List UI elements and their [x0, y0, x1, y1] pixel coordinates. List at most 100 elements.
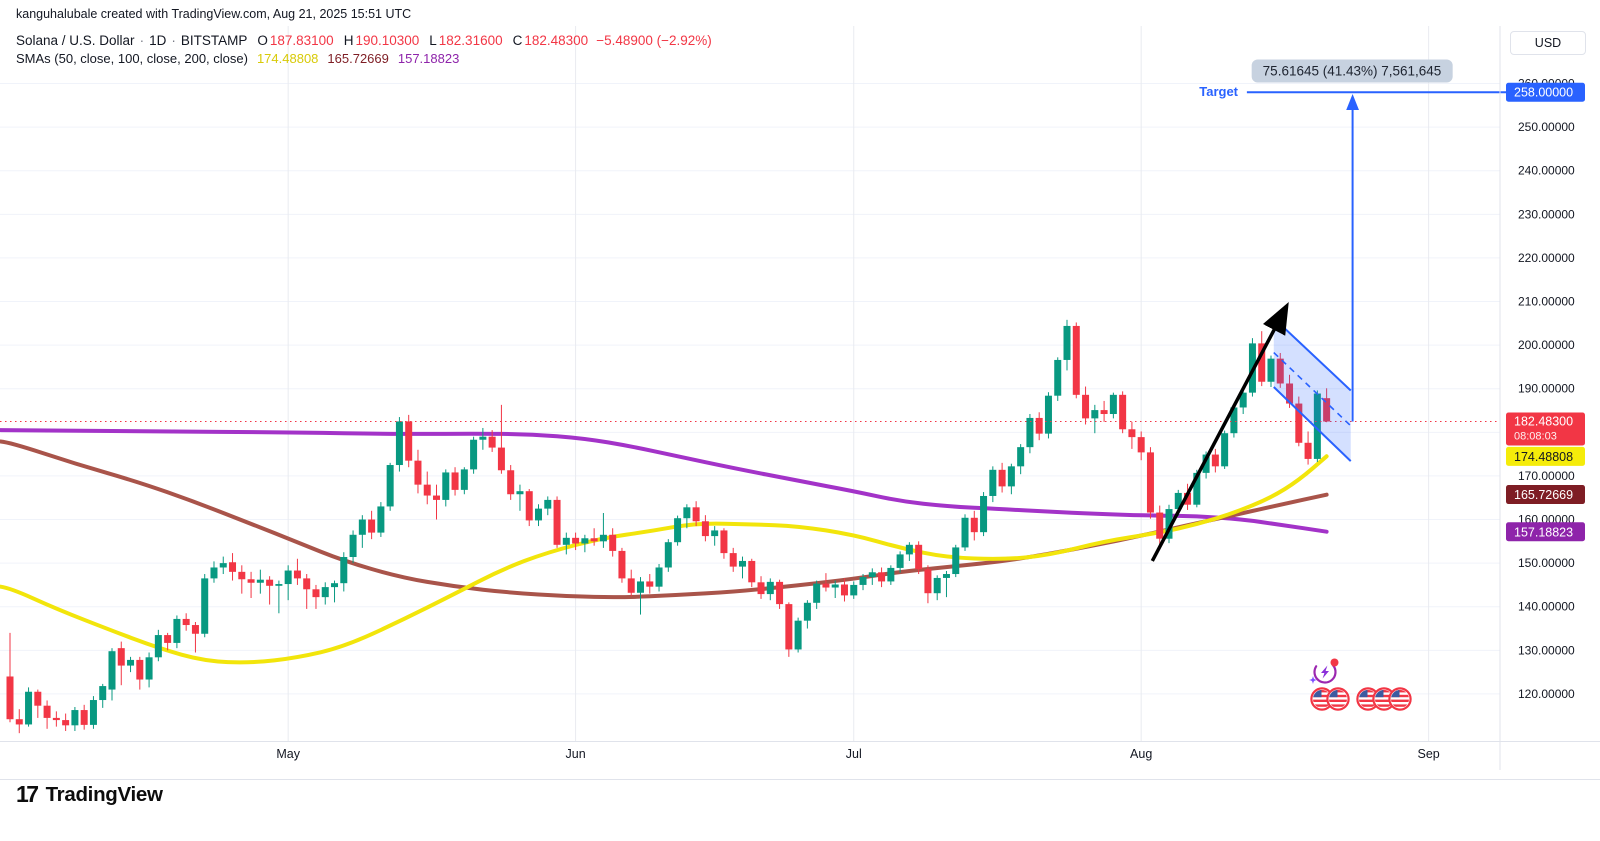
open-value: 187.83100: [269, 33, 334, 48]
candle: [794, 620, 802, 650]
candle: [581, 538, 589, 544]
candle: [989, 469, 997, 496]
measurement-badge[interactable]: 75.61645 (41.43%) 7,561,645: [1251, 59, 1453, 83]
sma-200-line[interactable]: [0, 428, 1329, 534]
candle: [1323, 398, 1331, 422]
candle: [266, 579, 274, 586]
candle: [748, 560, 756, 583]
flag-channel-drawing[interactable]: [1273, 317, 1352, 462]
symbol-legend[interactable]: Solana / U.S. Dollar · 1D · BITSTAMP O 187.831…: [16, 33, 712, 48]
target-annotation-label[interactable]: Target: [1199, 84, 1238, 99]
separator-dot: ·: [171, 33, 176, 48]
month-label: May: [276, 747, 300, 761]
candle: [1035, 417, 1043, 434]
price-axis[interactable]: 260.00000250.00000240.00000230.00000220.…: [1499, 26, 1585, 770]
price-tick-label: 150.00000: [1518, 556, 1575, 570]
candle: [405, 421, 413, 461]
tradingview-logo-icon[interactable]: 17: [16, 781, 39, 807]
us-flag-event-icon[interactable]: [1327, 688, 1348, 709]
time-axis-divider: [0, 741, 1600, 742]
price-tick-label: 120.00000: [1518, 687, 1575, 701]
sma200-price-label[interactable]: 157.18823: [1506, 522, 1585, 542]
target-price-label[interactable]: 258.00000: [1506, 82, 1585, 102]
candle: [1267, 358, 1275, 382]
candle: [942, 574, 950, 578]
candle: [535, 508, 543, 521]
candle: [1258, 343, 1266, 382]
candle: [1044, 395, 1052, 434]
candle: [497, 447, 505, 471]
candle: [201, 578, 209, 634]
candle: [1211, 454, 1219, 467]
candle: [1165, 509, 1173, 539]
candle: [117, 648, 125, 666]
candle: [1193, 472, 1201, 505]
candle: [701, 521, 709, 537]
candle: [720, 530, 728, 554]
candle: [154, 635, 162, 658]
sma100-price-label[interactable]: 165.72669: [1506, 485, 1585, 505]
svg-text:165.72669: 165.72669: [1514, 488, 1573, 502]
price-tick-label: 230.00000: [1518, 207, 1575, 221]
candle: [1202, 454, 1210, 473]
candle: [284, 570, 292, 585]
candles-layer[interactable]: [6, 319, 1331, 734]
candle: [776, 581, 784, 605]
candle: [766, 581, 774, 595]
candle: [331, 583, 339, 588]
candle: [395, 421, 403, 466]
us-flag-event-icon[interactable]: [1389, 688, 1410, 709]
candle: [340, 557, 348, 584]
separator-dot: ·: [139, 33, 145, 48]
chart-event-icons[interactable]: [1288, 648, 1438, 723]
candle: [6, 676, 14, 720]
candle: [1184, 492, 1192, 505]
sma200-value: 157.18823: [397, 51, 460, 66]
candle: [896, 554, 904, 568]
sma-legend[interactable]: SMAs (50, close, 100, close, 200, close)…: [16, 51, 459, 66]
candle: [256, 579, 264, 583]
price-tick-label: 220.00000: [1518, 251, 1575, 265]
trend-arrow-drawing[interactable]: [1150, 302, 1289, 562]
candle: [980, 495, 988, 533]
candle: [1026, 417, 1034, 448]
low-label: L: [429, 33, 437, 48]
currency-usd-button[interactable]: USD: [1510, 31, 1586, 55]
change-value: −5.48900 (−2.92%): [596, 33, 712, 48]
candle: [368, 519, 376, 533]
candle: [525, 491, 533, 521]
tradingview-brand[interactable]: TradingView: [45, 782, 163, 806]
sma-50-line[interactable]: [0, 454, 1329, 665]
open-label: O: [257, 33, 268, 48]
timeframe[interactable]: 1D: [149, 33, 167, 48]
exchange[interactable]: BITSTAMP: [180, 33, 248, 48]
candle: [71, 710, 79, 726]
current-price-label[interactable]: 182.48300 08:08:03: [1506, 412, 1585, 446]
candle: [210, 567, 218, 579]
sma50-price-label[interactable]: 174.48808: [1506, 446, 1585, 466]
candle: [850, 584, 858, 596]
symbol-pair[interactable]: Solana / U.S. Dollar: [16, 33, 135, 48]
svg-text:174.48808: 174.48808: [1514, 450, 1573, 464]
candle: [859, 577, 867, 585]
candle: [507, 470, 515, 495]
candle: [1128, 429, 1136, 438]
candle: [191, 625, 199, 634]
candle: [822, 583, 830, 588]
time-axis[interactable]: May Jun Jul Aug Sep: [276, 747, 1439, 761]
price-tick-label: 140.00000: [1518, 600, 1575, 614]
sma100-value: 165.72669: [327, 51, 389, 66]
candle: [1146, 452, 1154, 513]
ai-refresh-lightning-icon[interactable]: [1309, 657, 1340, 687]
candle: [219, 563, 227, 568]
candle: [303, 578, 311, 590]
candle: [553, 499, 561, 545]
candle: [1239, 392, 1247, 408]
low-value: 182.31600: [438, 33, 503, 48]
candle: [646, 581, 654, 587]
candle: [674, 518, 682, 543]
candle: [1100, 410, 1108, 415]
candle: [1072, 325, 1080, 395]
candle: [321, 587, 329, 598]
